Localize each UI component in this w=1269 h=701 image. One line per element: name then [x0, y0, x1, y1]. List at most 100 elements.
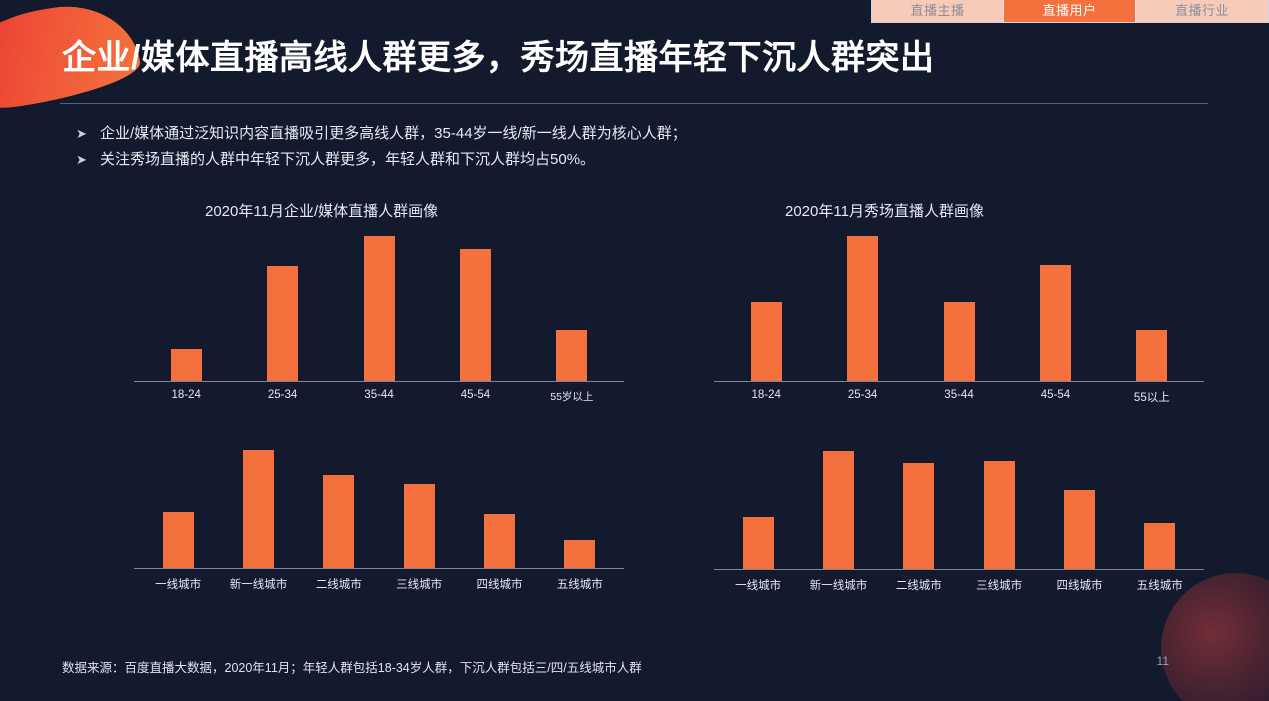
bullet-item: ➤ 关注秀场直播的人群中年轻下沉人群更多，年轻人群和下沉人群均占50%。: [76, 148, 687, 171]
x-axis-label: 55岁以上: [550, 391, 594, 403]
x-axis-label: 18-24: [171, 389, 201, 401]
bar-slot: [911, 221, 1007, 381]
bar: [750, 302, 782, 381]
source-note: 数据来源：百度直播大数据，2020年11月；年轻人群包括18-34岁人群，下沉人…: [62, 661, 642, 675]
bar: [564, 539, 596, 568]
bar-slot: [959, 439, 1039, 569]
x-axis-label: 三线城市: [976, 580, 1023, 592]
bullet-list: ➤ 企业/媒体通过泛知识内容直播吸引更多高线人群，35-44岁一线/新一线人群为…: [76, 122, 687, 174]
chart-enterprise-age: 18-24 25-34 35-44 45-54 55岁以上: [60, 221, 640, 404]
x-axis-label: 45-54: [460, 389, 491, 401]
page-number: 11: [1156, 654, 1169, 668]
bar-slot: [1007, 221, 1103, 381]
chart-title-enterprise: 2020年11月企业/媒体直播人群画像: [205, 203, 439, 220]
x-axis-label: 五线城市: [1136, 580, 1183, 592]
bar-slot: [234, 221, 330, 381]
bar: [363, 235, 395, 381]
bar-slot: [879, 439, 959, 569]
bar-slot: [138, 221, 234, 381]
x-axis-label: 一线城市: [735, 580, 782, 592]
x-axis-line: [714, 381, 1204, 382]
chart-showroom-city: 一线城市 新一线城市 二线城市 三线城市 四线城市 五线城市: [640, 439, 1220, 593]
x-axis-labels: 18-24 25-34 35-44 45-54 55以上: [718, 389, 1200, 405]
x-axis-label: 55以上: [1133, 392, 1170, 404]
x-axis-label: 二线城市: [315, 579, 362, 591]
x-axis-label: 二线城市: [895, 580, 942, 592]
x-axis-label: 新一线城市: [229, 579, 288, 591]
x-axis-label: 25-34: [267, 389, 298, 401]
section-tabbar: 直播主播 直播用户 直播行业: [871, 0, 1269, 23]
bar: [1063, 489, 1095, 569]
x-axis-label: 新一线城市: [809, 580, 868, 592]
chart-column-left: 2020年11月企业/媒体直播人群画像 18-24 25-34 35-44 45-54…: [60, 200, 640, 592]
chart-enterprise-city: 一线城市 新一线城市 二线城市 三线城市 四线城市 五线城市: [60, 438, 640, 592]
x-axis-label: 35-44: [944, 389, 974, 401]
bar: [483, 513, 515, 568]
page-title: 企业/媒体直播高线人群更多，秀场直播年轻下沉人群突出: [62, 39, 935, 77]
tab-industry[interactable]: 直播行业: [1136, 0, 1268, 22]
plot-area: [138, 438, 620, 568]
chart-column-right: 2020年11月秀场直播人群画像 18-24 25-34 35-44 45-54 55以…: [640, 200, 1220, 593]
bar-slot: [138, 438, 218, 568]
bullet-item: ➤ 企业/媒体通过泛知识内容直播吸引更多高线人群，35-44岁一线/新一线人群为…: [76, 122, 687, 145]
x-axis-label: 四线城市: [476, 579, 523, 591]
bar: [323, 474, 355, 568]
x-axis-labels: 一线城市 新一线城市 二线城市 三线城市 四线城市 五线城市: [718, 577, 1200, 593]
bar-slot: [814, 221, 910, 381]
x-axis-line: [714, 569, 1204, 570]
bar: [847, 235, 879, 381]
bar: [822, 450, 854, 569]
bar: [742, 517, 774, 569]
x-axis-label: 三线城市: [396, 579, 443, 591]
bar: [983, 461, 1015, 569]
plot-area: [718, 221, 1200, 381]
tab-users[interactable]: 直播用户: [1004, 0, 1136, 22]
bar-slot: [427, 221, 523, 381]
bullet-text: 企业/媒体通过泛知识内容直播吸引更多高线人群，35-44岁一线/新一线人群为核心…: [100, 125, 687, 142]
arrow-bullet-icon: ➤: [76, 152, 87, 167]
tab-anchors[interactable]: 直播主播: [872, 0, 1004, 22]
x-axis-label: 35-44: [364, 389, 394, 401]
x-axis-label: 五线城市: [556, 579, 603, 591]
x-axis-label: 四线城市: [1056, 580, 1103, 592]
bar-slot: [218, 438, 298, 568]
bar: [556, 330, 588, 381]
bar: [403, 484, 435, 568]
bar-slot: [1039, 439, 1119, 569]
title-divider: [60, 103, 1208, 104]
bar-slot: [524, 221, 620, 381]
x-axis-label: 25-34: [847, 389, 878, 401]
x-axis-label: 45-54: [1040, 389, 1071, 401]
bar: [267, 266, 299, 381]
chart-title-showroom: 2020年11月秀场直播人群画像: [785, 203, 984, 220]
arrow-bullet-icon: ➤: [76, 126, 87, 141]
x-axis-line: [134, 568, 624, 569]
bar: [1039, 264, 1071, 381]
bar-slot: [1104, 221, 1200, 381]
bar: [1144, 522, 1176, 569]
bar: [459, 248, 491, 381]
bar: [1136, 330, 1168, 381]
chart-showroom-age: 18-24 25-34 35-44 45-54 55以上: [640, 221, 1220, 405]
x-axis-label: 一线城市: [155, 579, 202, 591]
x-axis-labels: 18-24 25-34 35-44 45-54 55岁以上: [138, 389, 620, 404]
bar-slot: [1120, 439, 1200, 569]
x-axis-labels: 一线城市 新一线城市 二线城市 三线城市 四线城市 五线城市: [138, 576, 620, 592]
plot-area: [718, 439, 1200, 569]
bar: [170, 349, 202, 381]
bar-slot: [718, 439, 798, 569]
bar-slot: [459, 438, 539, 568]
bar: [242, 449, 274, 568]
bar-slot: [331, 221, 427, 381]
bar: [943, 302, 975, 381]
bar-slot: [299, 438, 379, 568]
bar-slot: [379, 438, 459, 568]
bullet-text: 关注秀场直播的人群中年轻下沉人群更多，年轻人群和下沉人群均占50%。: [100, 151, 596, 168]
bar-slot: [540, 438, 620, 568]
bar-slot: [718, 221, 814, 381]
plot-area: [138, 221, 620, 381]
bar: [162, 512, 194, 568]
x-axis-line: [134, 381, 624, 382]
bar-slot: [798, 439, 878, 569]
